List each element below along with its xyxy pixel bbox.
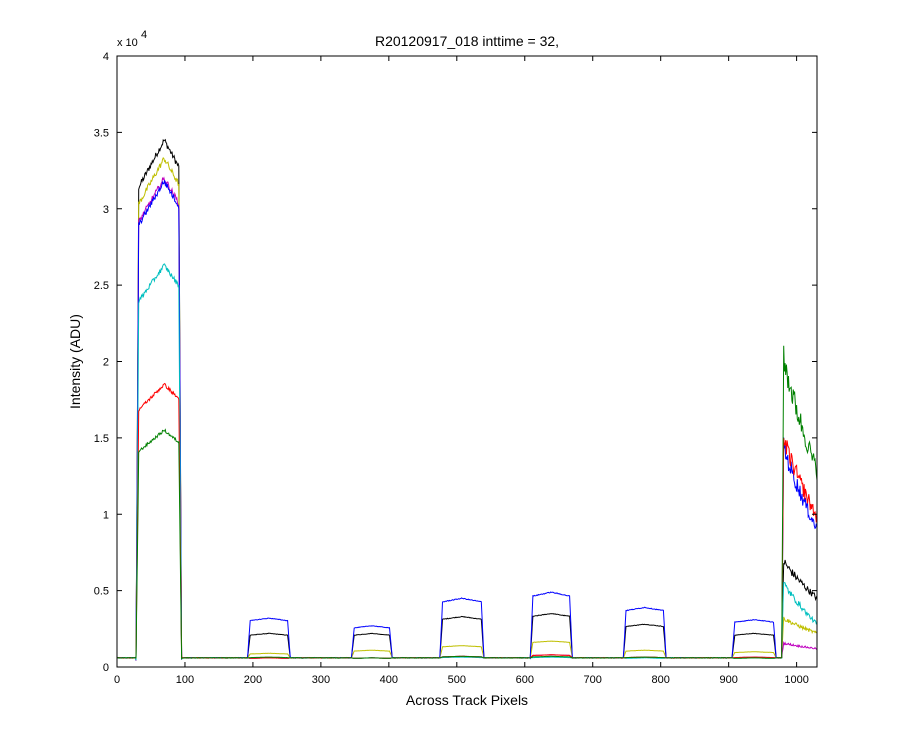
y-tick-label: 3 — [103, 204, 109, 216]
ticks-layer: 0 100 200 300 400 500 600 700 800 900 1000 0 0.5 1 1.5… — [94, 51, 817, 686]
y-tick-label: 4 — [103, 51, 109, 63]
y-axis-title: Intensity (ADU) — [67, 314, 83, 409]
chart-title: R20120917_018 inttime = 32, — [375, 33, 559, 49]
series-layer — [116, 138, 818, 661]
x-tick-label: 300 — [312, 674, 330, 686]
y-tick-label: 0 — [103, 662, 109, 674]
x-axis-title: Across Track Pixels — [406, 692, 528, 708]
x-tick-label: 400 — [380, 674, 398, 686]
plot-area — [117, 56, 817, 667]
x-tick-label: 800 — [652, 674, 670, 686]
y-tick-label: 0.5 — [94, 586, 109, 598]
x-tick-label: 900 — [719, 674, 737, 686]
y-tick-label: 2.5 — [94, 280, 109, 292]
y-tick-label: 2 — [103, 357, 109, 369]
x-tick-label: 0 — [114, 674, 120, 686]
x-tick-label: 1000 — [784, 674, 808, 686]
y-exponent-power: 4 — [141, 29, 147, 41]
x-tick-label: 700 — [584, 674, 602, 686]
series-line — [116, 345, 818, 661]
x-tick-label: 100 — [176, 674, 194, 686]
y-tick-label: 3.5 — [94, 127, 109, 139]
y-tick-label: 1.5 — [94, 433, 109, 445]
y-tick-label: 1 — [103, 509, 109, 521]
x-tick-label: 500 — [448, 674, 466, 686]
x-tick-label: 200 — [244, 674, 262, 686]
y-exponent-base: x 10 — [117, 37, 138, 49]
x-tick-label: 600 — [516, 674, 534, 686]
